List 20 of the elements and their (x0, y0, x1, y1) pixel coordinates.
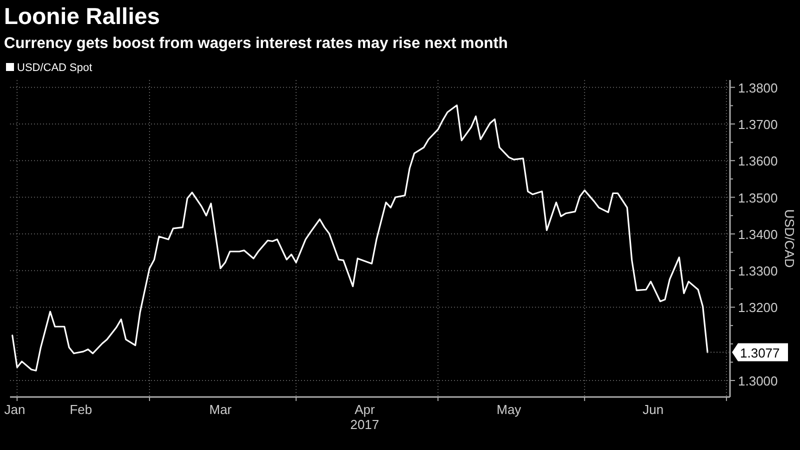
y-tick-label: 1.3200 (738, 300, 778, 316)
line-series (12, 104, 708, 372)
annotation: 1.3077 (740, 345, 780, 360)
y-tick-label: 1.3600 (738, 154, 778, 169)
x-tick-label: Feb (70, 402, 92, 417)
x-tick-label: Jan (4, 402, 26, 417)
x-tick-label: Mar (209, 402, 232, 417)
x-tick-label: May (496, 402, 522, 417)
y-tick-label: 1.3400 (738, 226, 778, 242)
chart-subtitle: Currency gets boost from wagers interest rates may rise next month (4, 35, 508, 52)
y-tick-label: 1.3500 (738, 190, 778, 206)
x-tick-label: Jun (642, 402, 664, 417)
y-axis-title: USD/CAD (782, 209, 797, 268)
y-tick-label: 1.3000 (738, 374, 778, 389)
y-tick-label: 1.3800 (738, 80, 778, 96)
chart-title: Loonie Rallies (4, 3, 160, 29)
legend-label: USD/CAD Spot (17, 62, 92, 74)
x-tick-label: Apr 2017 (350, 402, 380, 432)
y-tick-label: 1.3300 (738, 264, 778, 279)
y-tick-label: 1.3700 (738, 116, 778, 132)
